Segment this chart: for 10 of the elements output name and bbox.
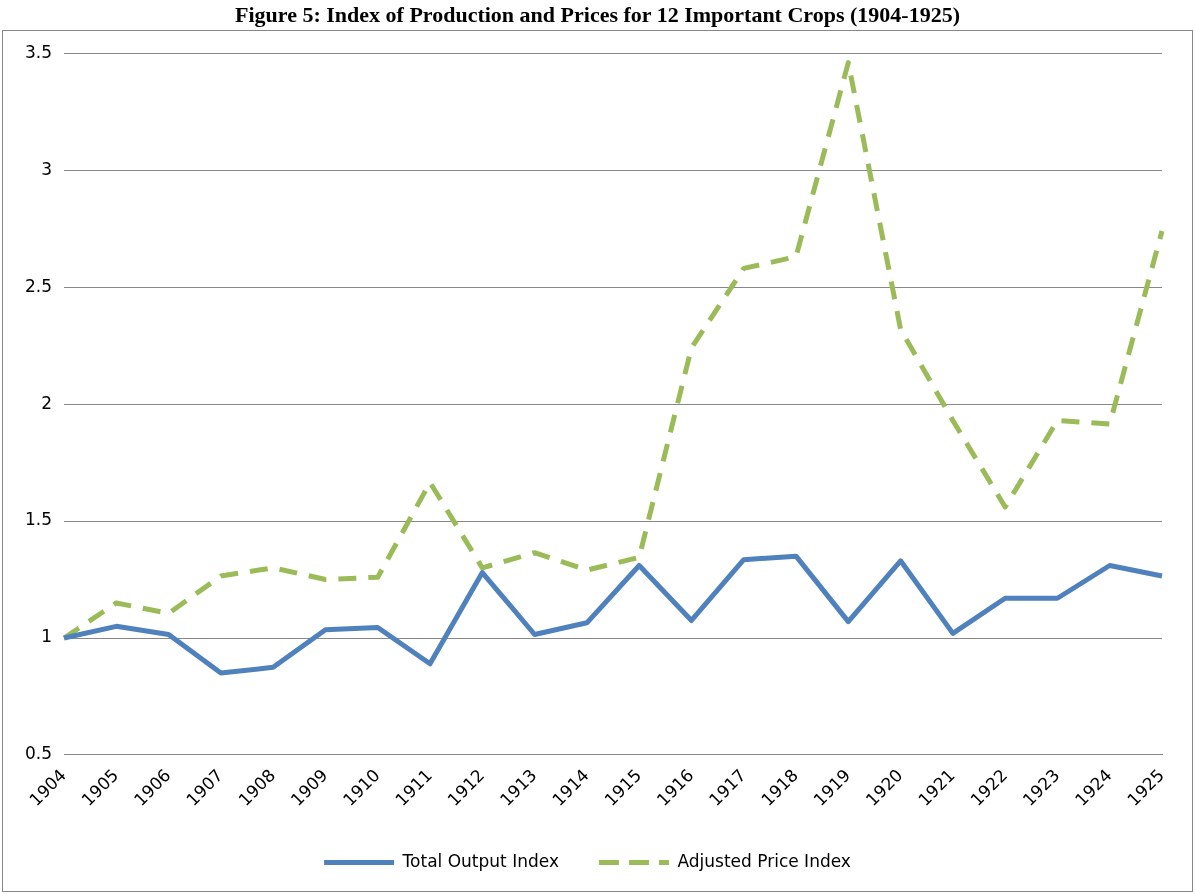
y-tick-label: 1 [41,626,53,647]
legend-label: Adjusted Price Index [677,850,851,871]
y-tick-label: 2.5 [24,275,53,296]
y-tick-label: 1.5 [24,509,53,530]
legend-label: Total Output Index [401,850,559,871]
y-tick-label: 0.5 [24,743,53,764]
chart-title: Figure 5: Index of Production and Prices for 12 Important Crops (1904-1925) [234,1,961,29]
y-tick-label: 3 [41,158,53,179]
y-tick-label: 3.5 [24,41,53,62]
y-tick-label: 2 [41,392,53,413]
